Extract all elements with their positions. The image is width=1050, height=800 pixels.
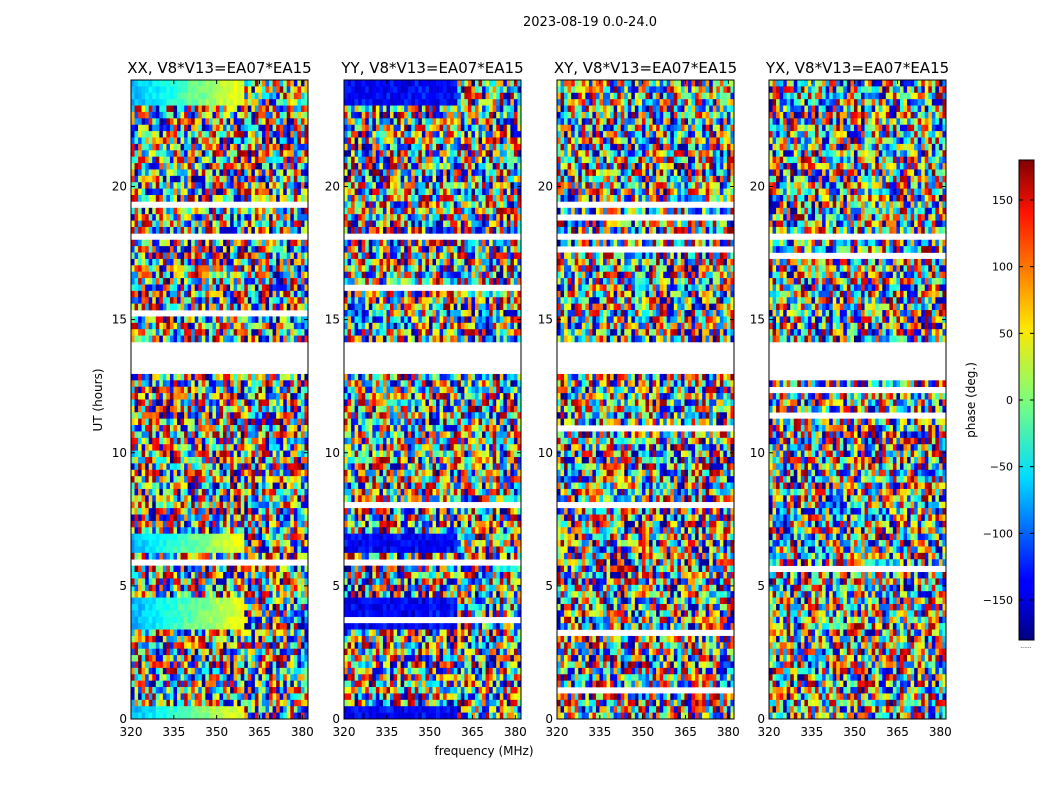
colorbar-label: phase (deg.)	[964, 362, 978, 438]
panel-title: YX, V8*V13=EA07*EA15	[765, 59, 949, 77]
y-tick-label: 15	[325, 313, 340, 327]
panels: XX, V8*V13=EA07*EA15 320 335 350 365 380 0 5 10 1…	[112, 59, 952, 739]
colorbar: 150 100 50 0 −50 −100 −150 phase (deg.) ......	[964, 159, 1035, 650]
x-tick-label: 380	[504, 725, 527, 739]
colorbar-ticks: 150 100 50 0 −50 −100 −150	[983, 194, 1034, 607]
x-tick-label: 320	[120, 725, 143, 739]
phase-heatmap	[557, 80, 735, 720]
x-tick-label: 365	[461, 725, 484, 739]
y-tick-label: 15	[112, 313, 127, 327]
x-tick-label: 380	[291, 725, 314, 739]
x-tick-label: 335	[375, 725, 398, 739]
figure-suptitle: 2023-08-19 0.0-24.0	[523, 15, 657, 30]
panel-yy: YY, V8*V13=EA07*EA15 320 335 350 365 380 0 5 10 1…	[325, 59, 527, 739]
panel-title: YY, V8*V13=EA07*EA15	[340, 59, 523, 77]
panel-frame	[768, 79, 947, 720]
x-tick-label: 350	[205, 725, 228, 739]
x-tick-label: 335	[800, 725, 823, 739]
y-tick-label: 10	[325, 446, 340, 460]
colorbar-tick-label: 0	[1006, 394, 1013, 407]
y-tick-label: 5	[757, 579, 765, 593]
colorbar-footer: ......	[1020, 643, 1032, 650]
colorbar-tick-label: 100	[992, 261, 1013, 274]
y-tick-label: 0	[119, 712, 127, 726]
colorbar-tick-label: −100	[983, 527, 1013, 540]
y-tick-label: 0	[332, 712, 340, 726]
panel-frame	[130, 79, 309, 720]
colorbar-tick-label: −150	[983, 594, 1013, 607]
y-tick-label: 15	[538, 313, 553, 327]
x-tick-label: 320	[333, 725, 356, 739]
panel-frame	[343, 79, 522, 720]
x-tick-label: 320	[758, 725, 781, 739]
y-tick-label: 5	[545, 579, 553, 593]
x-tick-label: 350	[843, 725, 866, 739]
x-tick-label: 365	[248, 725, 271, 739]
y-axis-label: UT (hours)	[91, 368, 105, 431]
y-tick-label: 20	[325, 180, 340, 194]
y-tick-label: 10	[750, 446, 765, 460]
phase-heatmap	[344, 80, 522, 720]
y-tick-label: 20	[112, 180, 127, 194]
x-tick-label: 350	[631, 725, 654, 739]
y-tick-label: 10	[112, 446, 127, 460]
panel-title: XY, V8*V13=EA07*EA15	[554, 59, 737, 77]
y-tick-label: 20	[538, 180, 553, 194]
x-tick-label: 350	[418, 725, 441, 739]
colorbar-tick-label: 150	[992, 194, 1013, 207]
panel-title: XX, V8*V13=EA07*EA15	[127, 59, 311, 77]
x-tick-label: 365	[886, 725, 909, 739]
y-tick-label: 5	[119, 579, 127, 593]
y-tick-label: 10	[538, 446, 553, 460]
x-tick-label: 320	[546, 725, 569, 739]
panel-xy: XY, V8*V13=EA07*EA15 320 335 350 365 380 0 5 10 1…	[538, 59, 740, 739]
panel-xx: XX, V8*V13=EA07*EA15 320 335 350 365 380 0 5 10 1…	[112, 59, 314, 739]
phase-heatmap	[131, 80, 309, 720]
x-axis-label: frequency (MHz)	[434, 744, 533, 758]
y-tick-label: 15	[750, 313, 765, 327]
y-tick-label: 5	[332, 579, 340, 593]
x-tick-label: 380	[929, 725, 952, 739]
colorbar-tick-label: −50	[990, 461, 1013, 474]
x-tick-label: 365	[674, 725, 697, 739]
phase-heatmap	[769, 80, 947, 720]
x-tick-label: 335	[162, 725, 185, 739]
x-tick-label: 380	[717, 725, 740, 739]
y-tick-label: 0	[545, 712, 553, 726]
colorbar-tick-label: 50	[999, 327, 1013, 340]
x-tick-label: 335	[588, 725, 611, 739]
panel-yx: YX, V8*V13=EA07*EA15 320 335 350 365 380 0 5 10 1…	[750, 59, 952, 739]
panel-frame	[556, 79, 735, 720]
y-tick-label: 20	[750, 180, 765, 194]
y-tick-label: 0	[757, 712, 765, 726]
